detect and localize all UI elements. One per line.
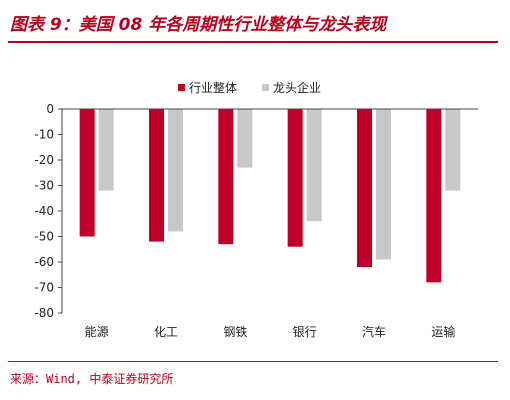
- bar-leader: [168, 109, 183, 232]
- bar-industry: [79, 109, 95, 237]
- chart-title: 图表 9：美国 08 年各周期性行业整体与龙头表现: [10, 15, 387, 35]
- legend-label: 行业整体: [189, 80, 237, 95]
- bar-industry: [287, 109, 303, 247]
- y-tick-label: -30: [34, 179, 54, 193]
- legend-swatch: [178, 84, 185, 91]
- x-category-label: 银行: [293, 325, 317, 339]
- legend-swatch: [262, 84, 269, 91]
- y-tick-label: -50: [34, 230, 54, 244]
- x-category-label: 能源: [85, 325, 109, 339]
- bar-industry: [218, 109, 234, 245]
- bar-leader: [237, 109, 253, 168]
- x-category-label: 钢铁: [223, 325, 247, 339]
- bar-leader: [445, 109, 461, 191]
- footer-rule: [8, 361, 498, 362]
- y-tick-label: -40: [34, 204, 54, 218]
- bar-industry: [357, 109, 372, 268]
- y-tick-label: -20: [34, 153, 54, 167]
- x-category-label: 运输: [431, 324, 455, 339]
- bar-leader: [98, 109, 114, 191]
- bar-leader: [306, 109, 322, 222]
- source-note: 来源：Wind, 中泰证券研究所: [10, 372, 174, 386]
- y-tick-label: -80: [34, 306, 54, 320]
- x-category-label: 化工: [154, 325, 178, 339]
- y-tick-label: -10: [34, 128, 54, 142]
- bar-industry: [149, 109, 164, 242]
- bar-leader: [376, 109, 391, 260]
- bar-industry: [426, 109, 442, 283]
- y-tick-label: -70: [34, 281, 54, 295]
- title-rule: [8, 41, 498, 43]
- y-tick-label: -60: [34, 255, 54, 269]
- legend-label: 龙头企业: [273, 80, 321, 95]
- x-category-label: 汽车: [362, 324, 386, 339]
- y-tick-label: 0: [46, 102, 54, 116]
